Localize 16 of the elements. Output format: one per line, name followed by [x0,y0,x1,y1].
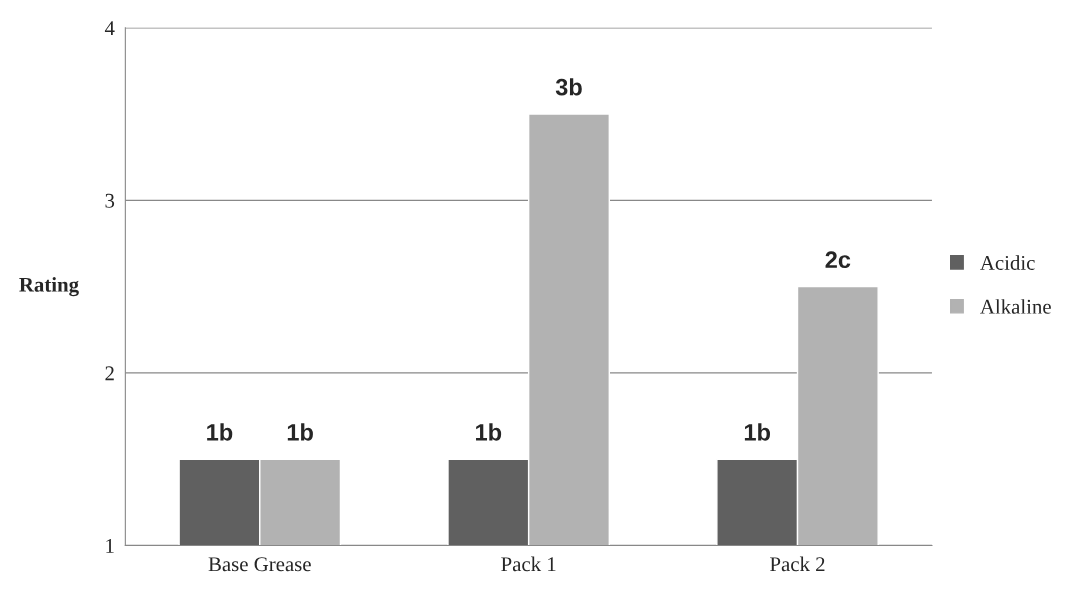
data-label: 1b [744,423,770,441]
y-axis-title: Rating [19,277,79,297]
data-label: 1b [207,423,233,441]
data-label: 3b [555,78,582,96]
x-tick-label: Pack 1 [501,556,556,572]
data-label: 1b [476,423,502,441]
data-label: 2c [825,251,851,269]
y-tick-label: 3 [105,193,115,208]
x-tick-label: Pack 2 [770,556,825,572]
x-tick-label: Base Grease [208,557,311,572]
y-tick-label: 1 [106,538,114,553]
y-tick-label: 2 [105,366,114,381]
y-tick-label: 4 [104,21,115,36]
data-label: 1b [287,423,313,441]
legend-label: Alkaline [980,299,1051,314]
legend-label: Acidic [980,255,1035,270]
